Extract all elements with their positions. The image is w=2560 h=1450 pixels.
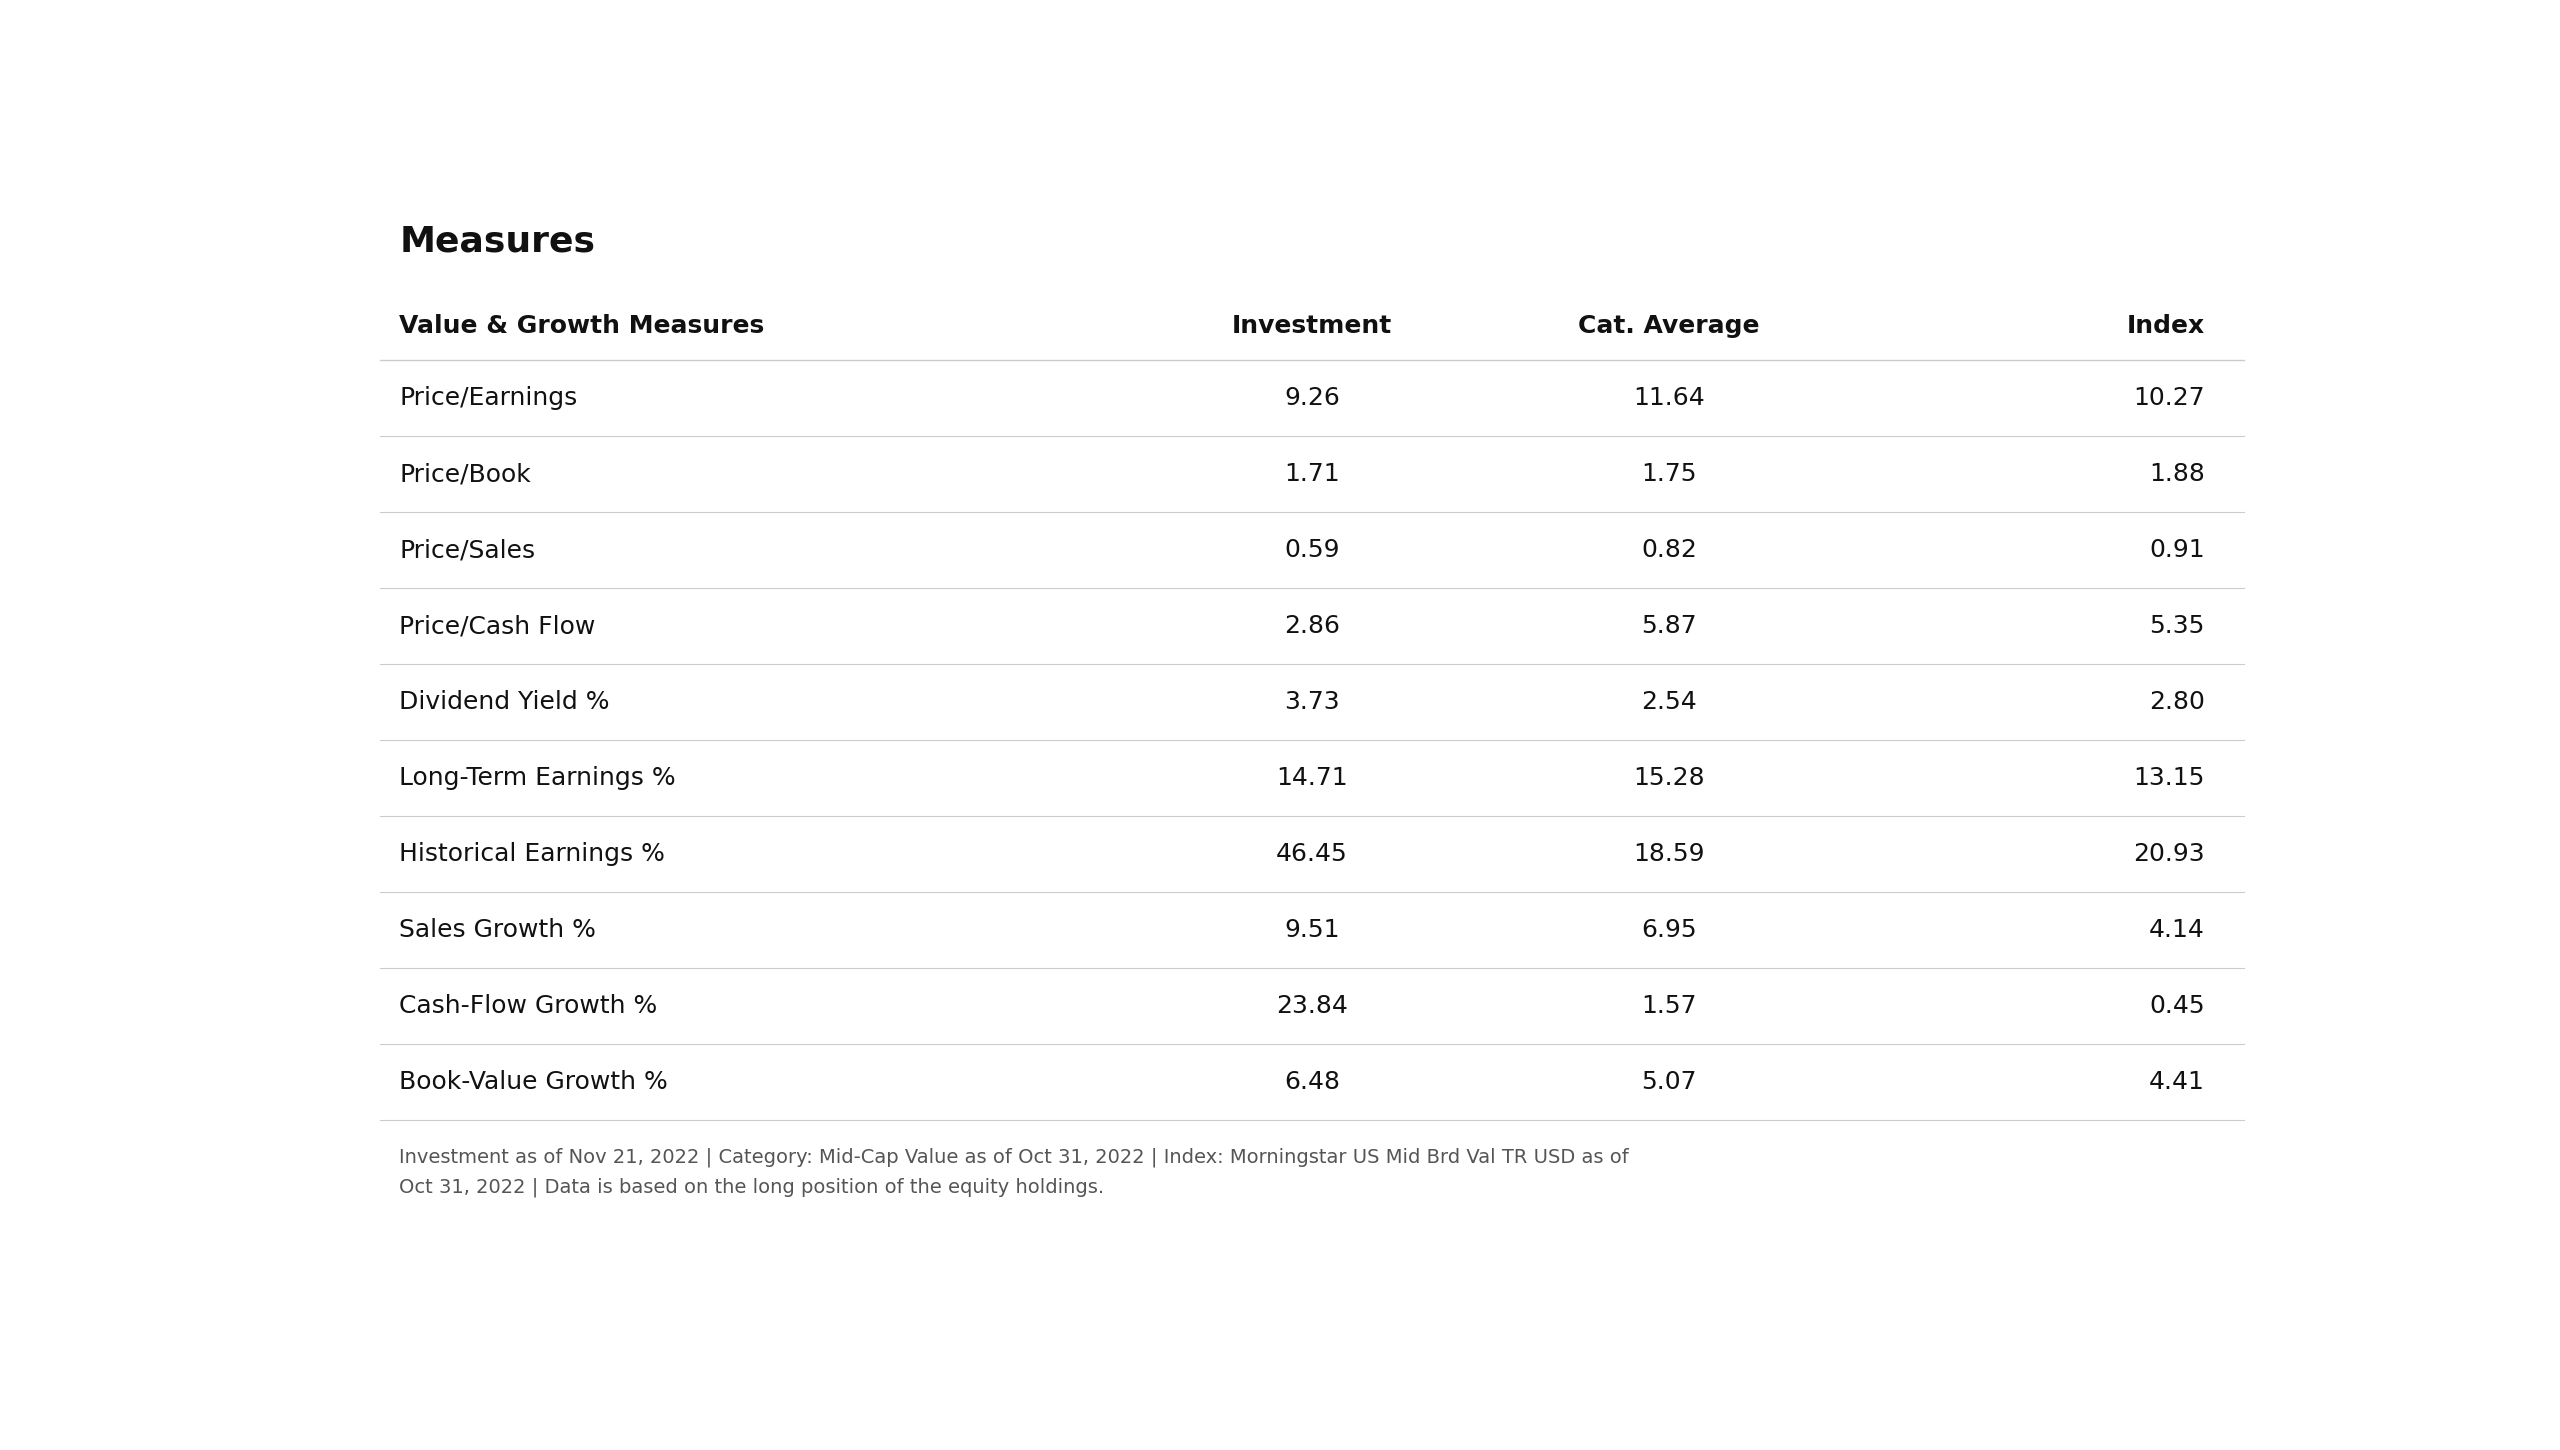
Text: Cash-Flow Growth %: Cash-Flow Growth % <box>399 993 658 1018</box>
Text: Cat. Average: Cat. Average <box>1580 313 1759 338</box>
Text: 1.71: 1.71 <box>1285 463 1339 486</box>
Text: Long-Term Earnings %: Long-Term Earnings % <box>399 766 676 790</box>
Text: 23.84: 23.84 <box>1275 993 1349 1018</box>
Text: 10.27: 10.27 <box>2132 386 2204 410</box>
Text: 5.07: 5.07 <box>1641 1070 1697 1093</box>
Text: 6.48: 6.48 <box>1285 1070 1339 1093</box>
Text: Price/Earnings: Price/Earnings <box>399 386 579 410</box>
Text: 20.93: 20.93 <box>2132 842 2204 866</box>
Text: Investment: Investment <box>1231 313 1393 338</box>
Text: 0.91: 0.91 <box>2150 538 2204 563</box>
Text: 13.15: 13.15 <box>2132 766 2204 790</box>
Text: 1.88: 1.88 <box>2148 463 2204 486</box>
Text: 0.82: 0.82 <box>1641 538 1697 563</box>
Text: 9.26: 9.26 <box>1285 386 1339 410</box>
Text: 1.75: 1.75 <box>1641 463 1697 486</box>
Text: 6.95: 6.95 <box>1641 918 1697 942</box>
Text: 2.86: 2.86 <box>1285 615 1339 638</box>
Text: Price/Sales: Price/Sales <box>399 538 535 563</box>
Text: 18.59: 18.59 <box>1633 842 1705 866</box>
Text: 11.64: 11.64 <box>1633 386 1705 410</box>
Text: 9.51: 9.51 <box>1285 918 1339 942</box>
Text: 0.59: 0.59 <box>1285 538 1339 563</box>
Text: 2.54: 2.54 <box>1641 690 1697 713</box>
Text: Book-Value Growth %: Book-Value Growth % <box>399 1070 668 1093</box>
Text: 5.35: 5.35 <box>2150 615 2204 638</box>
Text: 2.80: 2.80 <box>2148 690 2204 713</box>
Text: Price/Book: Price/Book <box>399 463 530 486</box>
Text: Measures: Measures <box>399 225 596 258</box>
Text: 0.45: 0.45 <box>2150 993 2204 1018</box>
Text: 4.41: 4.41 <box>2148 1070 2204 1093</box>
Text: 3.73: 3.73 <box>1285 690 1339 713</box>
Text: Sales Growth %: Sales Growth % <box>399 918 596 942</box>
Text: Investment as of Nov 21, 2022 | Category: Mid-Cap Value as of Oct 31, 2022 | Ind: Investment as of Nov 21, 2022 | Category… <box>399 1147 1628 1198</box>
Text: 1.57: 1.57 <box>1641 993 1697 1018</box>
Text: Dividend Yield %: Dividend Yield % <box>399 690 609 713</box>
Text: 14.71: 14.71 <box>1277 766 1347 790</box>
Text: 46.45: 46.45 <box>1275 842 1349 866</box>
Text: 4.14: 4.14 <box>2148 918 2204 942</box>
Text: Value & Growth Measures: Value & Growth Measures <box>399 313 765 338</box>
Text: 15.28: 15.28 <box>1633 766 1705 790</box>
Text: Price/Cash Flow: Price/Cash Flow <box>399 615 596 638</box>
Text: Index: Index <box>2127 313 2204 338</box>
Text: Historical Earnings %: Historical Earnings % <box>399 842 666 866</box>
Text: 5.87: 5.87 <box>1641 615 1697 638</box>
